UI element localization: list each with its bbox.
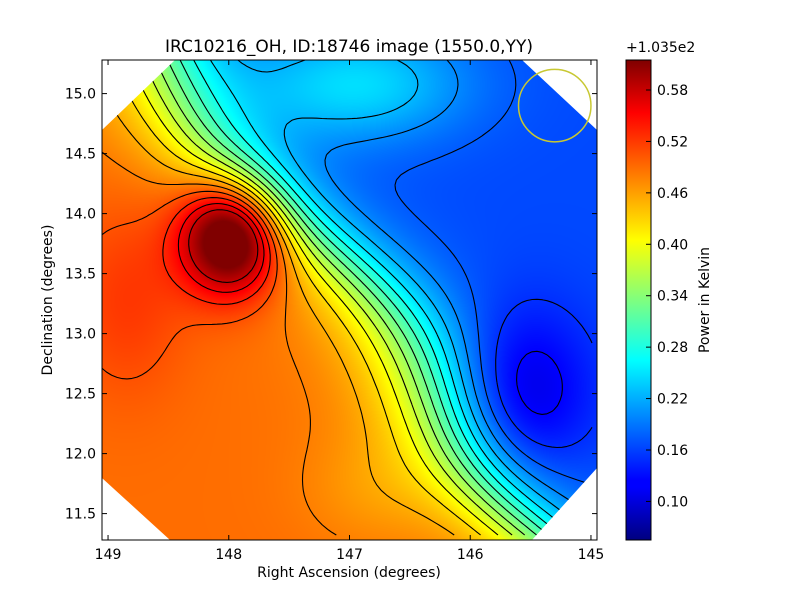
chart-title: IRC10216_OH, ID:18746 image (1550.0,YY) — [165, 37, 533, 57]
x-tick-label: 147 — [336, 547, 363, 563]
contour-lines — [102, 60, 593, 536]
contour-level — [394, 60, 593, 486]
contour-level — [193, 60, 562, 536]
contour-level — [237, 60, 593, 536]
colorbar-tick-label: 0.34 — [657, 289, 688, 305]
colorbar-offset-text: +1.035e2 — [626, 40, 695, 56]
y-axis-label: Declination (degrees) — [40, 225, 56, 376]
y-tick-label: 11.5 — [65, 507, 96, 523]
y-tick-label: 12.5 — [65, 387, 96, 403]
x-axis-ticks: 149 148 147 146 145 — [95, 60, 605, 563]
y-tick-label: 15.0 — [65, 87, 96, 103]
contour-level — [102, 190, 278, 380]
contour-level — [177, 202, 265, 293]
x-axis-label: Right Ascension (degrees) — [257, 565, 441, 581]
x-tick-label: 146 — [457, 547, 484, 563]
colorbar-tick-label: 0.16 — [657, 443, 688, 459]
x-tick-label: 149 — [95, 547, 122, 563]
y-axis-ticks: 11.5 12.0 12.5 13.0 13.5 14.0 14.5 15.0 — [65, 87, 597, 523]
contour-level — [495, 298, 593, 449]
colorbar-tick-label: 0.58 — [657, 83, 688, 99]
y-tick-label: 12.0 — [65, 447, 96, 463]
contour-level — [162, 197, 271, 305]
colorbar-label: Power in Kelvin — [697, 247, 713, 353]
colorbar-tick-label: 0.10 — [657, 494, 688, 510]
x-tick-label: 145 — [578, 547, 605, 563]
y-tick-label: 14.0 — [65, 207, 96, 223]
colorbar-ticks: 0.10 0.16 0.22 0.28 0.34 0.40 0.46 0.52 0.58 — [646, 83, 688, 510]
colorbar — [625, 59, 652, 541]
colorbar-tick-label: 0.40 — [657, 237, 688, 253]
colorbar-tick-label: 0.46 — [657, 186, 688, 202]
contour-level — [516, 350, 563, 415]
contour-level — [209, 60, 576, 536]
y-tick-label: 13.0 — [65, 327, 96, 343]
x-tick-label: 148 — [215, 547, 242, 563]
heatmap-image — [102, 60, 597, 540]
y-tick-label: 14.5 — [65, 147, 96, 163]
contour-level — [324, 60, 593, 517]
colorbar-tick-label: 0.28 — [657, 340, 688, 356]
contour-level — [188, 209, 259, 283]
beam-circle — [517, 68, 592, 143]
contour-level — [179, 60, 549, 536]
colorbar-tick-label: 0.22 — [657, 392, 688, 408]
colorbar-tick-label: 0.52 — [657, 134, 688, 150]
y-tick-label: 13.5 — [65, 267, 96, 283]
